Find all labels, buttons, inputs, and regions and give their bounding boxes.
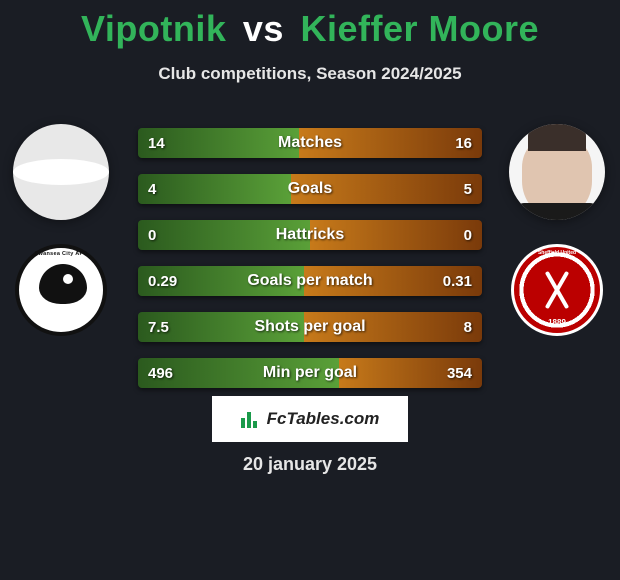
fctables-logo-icon xyxy=(241,410,263,428)
player2-avatar xyxy=(509,124,605,220)
stat-label: Goals xyxy=(138,174,482,204)
player2-name: Kieffer Moore xyxy=(300,8,539,49)
right-column: Sheffield United 1889 xyxy=(502,124,612,336)
stat-row: 00Hattricks xyxy=(138,220,482,250)
watermark-text: FcTables.com xyxy=(267,409,380,429)
subtitle: Club competitions, Season 2024/2025 xyxy=(0,64,620,84)
stat-label: Hattricks xyxy=(138,220,482,250)
player1-name: Vipotnik xyxy=(81,8,226,49)
stat-label: Shots per goal xyxy=(138,312,482,342)
watermark: FcTables.com xyxy=(212,396,408,442)
stat-label: Goals per match xyxy=(138,266,482,296)
comparison-title: Vipotnik vs Kieffer Moore xyxy=(0,0,620,50)
player1-avatar xyxy=(13,124,109,220)
vs-text: vs xyxy=(243,8,284,49)
stat-row: 0.290.31Goals per match xyxy=(138,266,482,296)
club2-year: 1889 xyxy=(548,318,566,327)
club2-name: Sheffield United xyxy=(514,250,600,256)
stat-row: 1416Matches xyxy=(138,128,482,158)
stat-label: Min per goal xyxy=(138,358,482,388)
date: 20 january 2025 xyxy=(0,454,620,475)
stat-row: 7.58Shots per goal xyxy=(138,312,482,342)
left-column: Swansea City AFC xyxy=(6,124,116,336)
stat-row: 496354Min per goal xyxy=(138,358,482,388)
player1-club-badge: Swansea City AFC xyxy=(15,244,107,336)
stat-row: 45Goals xyxy=(138,174,482,204)
club1-name: Swansea City AFC xyxy=(19,251,103,257)
stat-label: Matches xyxy=(138,128,482,158)
stat-bars: 1416Matches 45Goals 00Hattricks 0.290.31Goa… xyxy=(138,128,482,404)
player2-club-badge: Sheffield United 1889 xyxy=(511,244,603,336)
